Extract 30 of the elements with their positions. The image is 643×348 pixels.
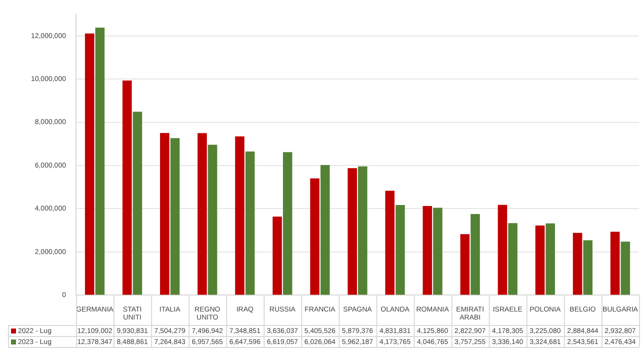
bar (433, 208, 442, 295)
bar (282, 152, 292, 295)
bar (460, 234, 470, 295)
bar (572, 232, 582, 295)
bar (546, 223, 555, 295)
bar (310, 178, 320, 295)
bar (272, 216, 282, 295)
bar (170, 138, 180, 295)
bar (160, 132, 170, 295)
bar (198, 133, 207, 295)
bar (245, 152, 255, 295)
bar (470, 214, 480, 295)
bar (498, 204, 508, 295)
bar (84, 33, 94, 295)
bar (348, 168, 357, 295)
bar (122, 80, 132, 295)
bar (132, 112, 142, 295)
bar (535, 225, 545, 295)
bar (620, 242, 630, 295)
bar (610, 232, 620, 295)
bar (208, 144, 218, 295)
bar (508, 223, 518, 295)
bar (422, 206, 432, 295)
bar (95, 28, 105, 295)
bar (385, 190, 395, 295)
bar (235, 136, 244, 295)
bar (358, 166, 368, 295)
bar (396, 204, 405, 295)
bar (320, 164, 330, 295)
bar (583, 240, 593, 295)
